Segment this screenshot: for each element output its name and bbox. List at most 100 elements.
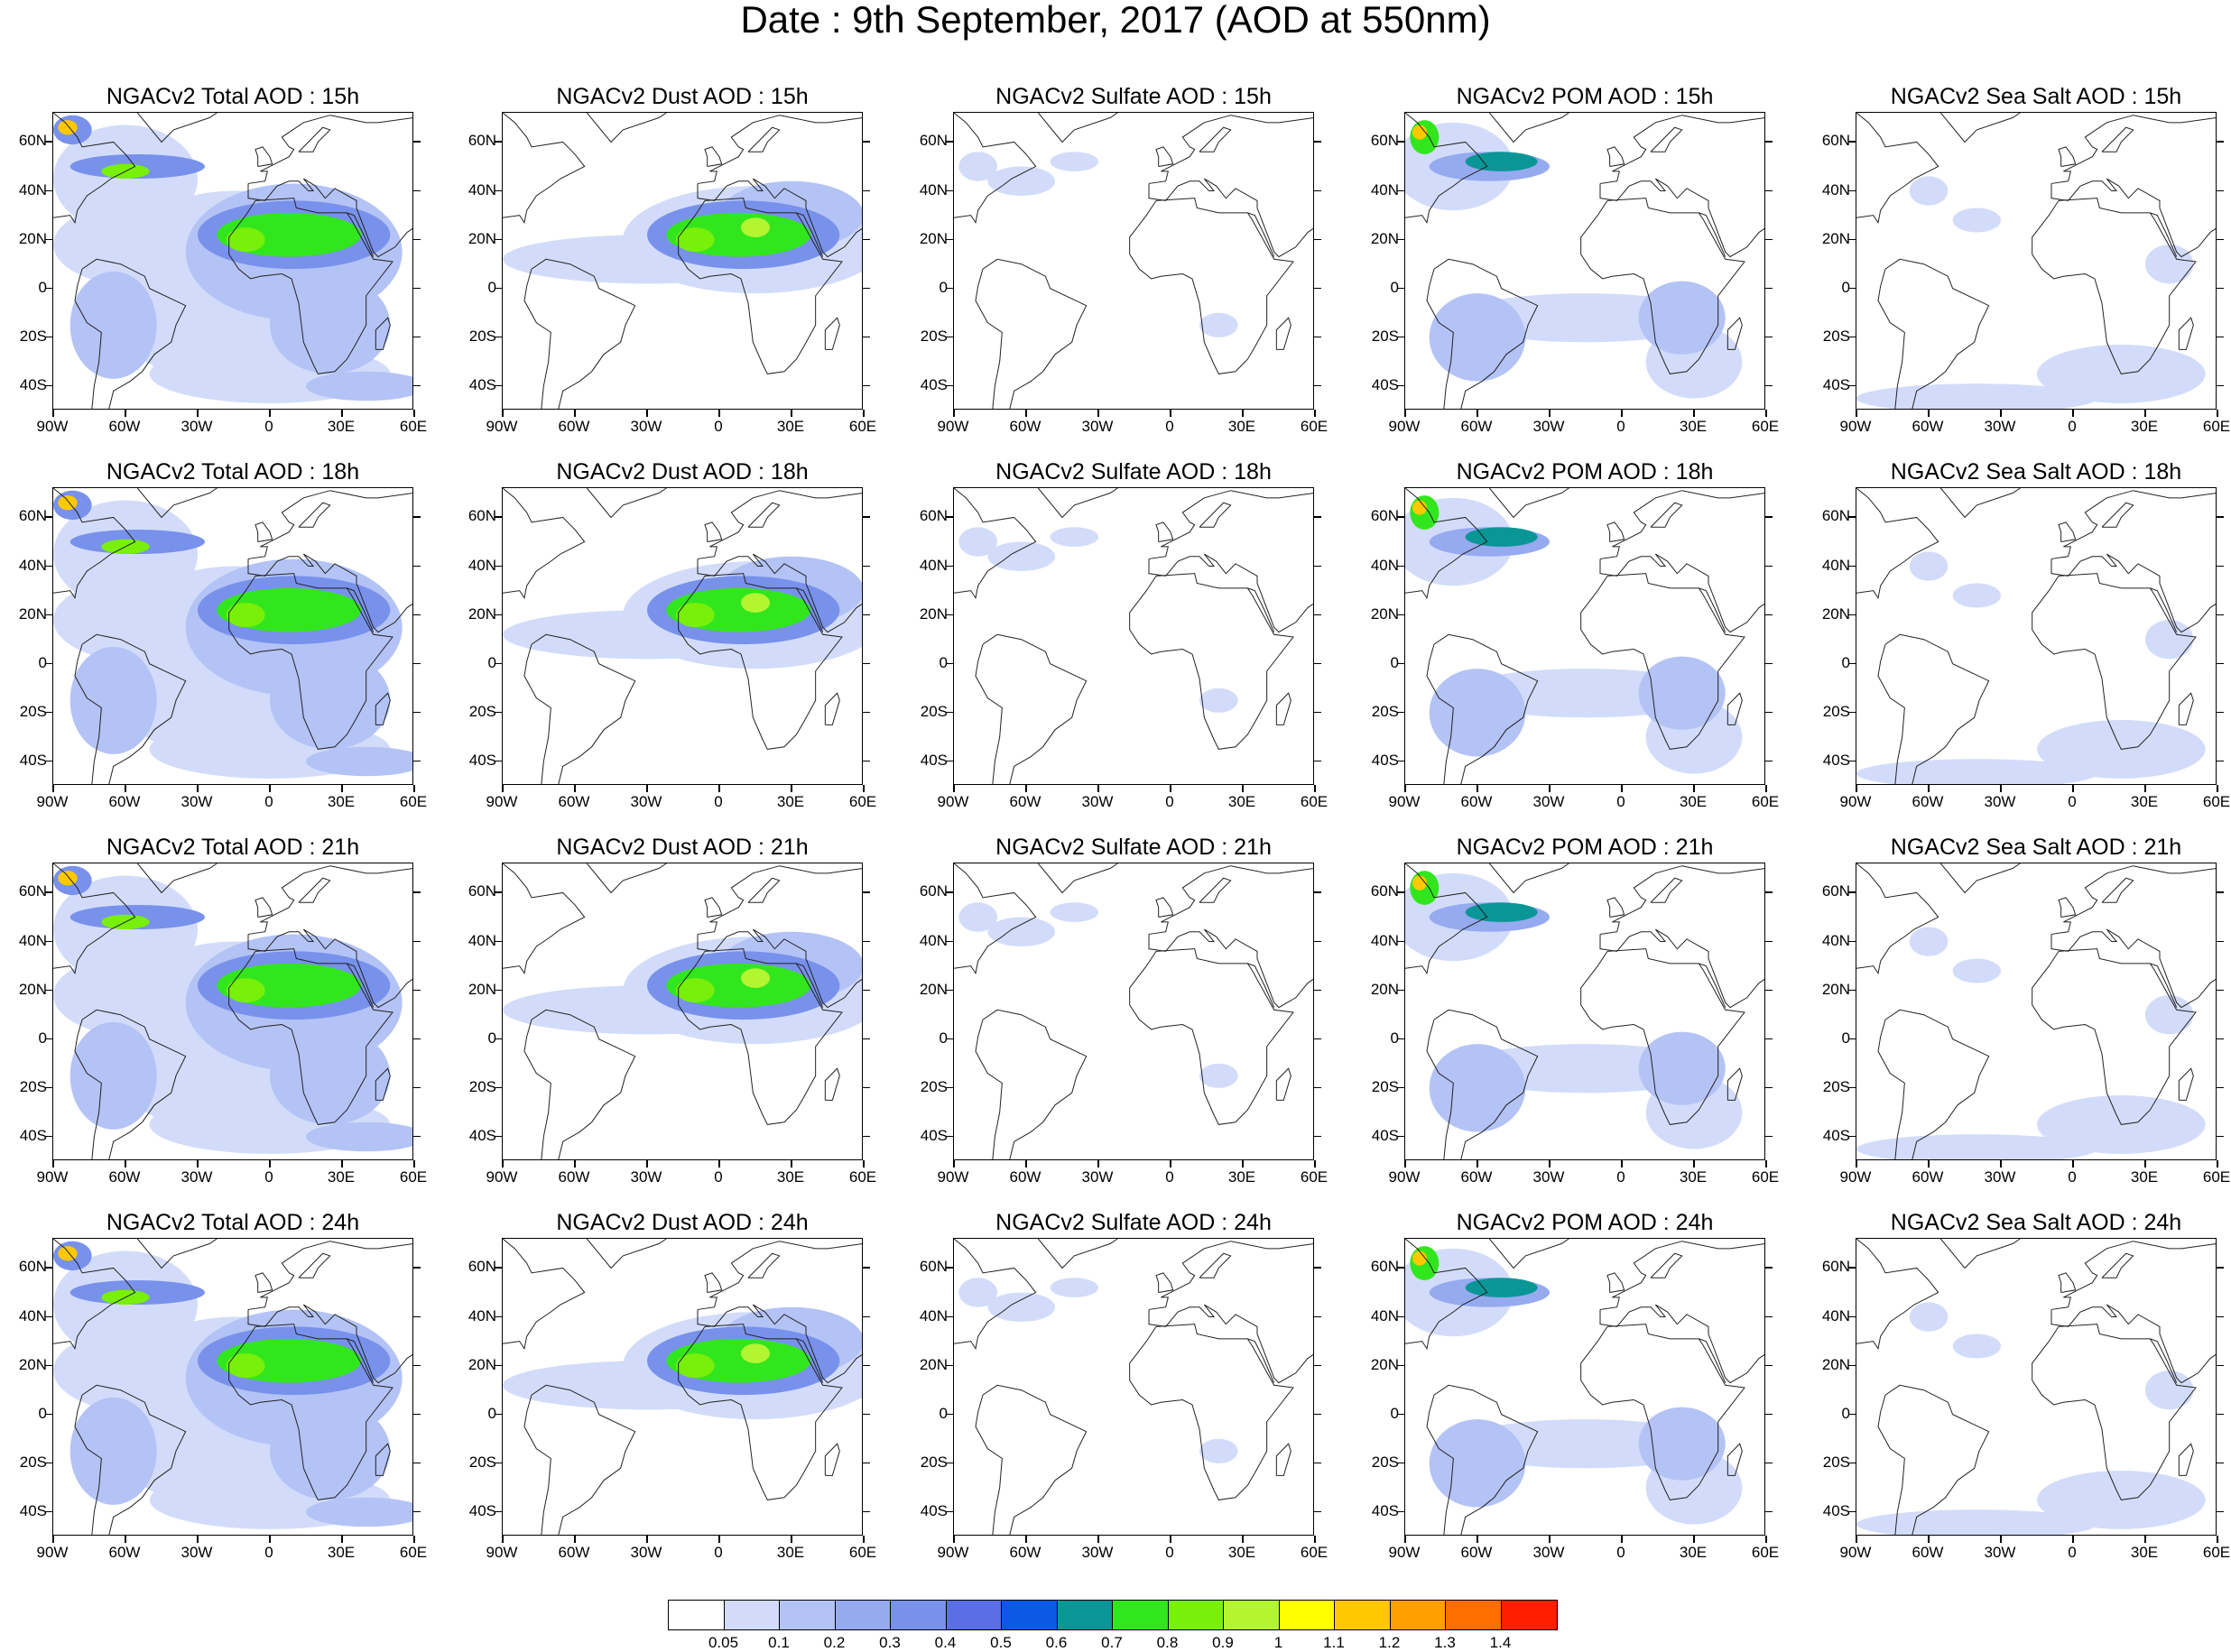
lat-label: 20N [1370, 1355, 1399, 1373]
coastline [796, 963, 824, 1008]
coastline [2058, 897, 2077, 918]
coastline [503, 488, 586, 600]
colorbar-label: 0.2 [823, 1634, 846, 1651]
lon-tick [2217, 410, 2218, 417]
coastline [1129, 198, 1294, 374]
lat-label: 20S [1371, 327, 1399, 345]
lon-tick [2072, 785, 2074, 792]
lon-tick [718, 1536, 720, 1543]
map-panel-dust-3: NGACv2 Dust AOD : 24h 60N 40N 20N 0 20S 40S 90W… [468, 1207, 876, 1561]
panel-title: NGACv2 Sea Salt AOD : 18h [1890, 459, 2182, 485]
lat-tick [863, 141, 870, 143]
lon-label: 0 [1616, 1544, 1625, 1561]
lon-tick [2217, 1160, 2218, 1167]
lat-label: 20N [1370, 980, 1399, 998]
aod-region [1199, 688, 1238, 713]
coastline [704, 897, 723, 918]
lon-tick [125, 1536, 126, 1543]
lat-tick [45, 1135, 52, 1138]
lat-tick [863, 287, 870, 290]
lat-label: 60N [467, 1258, 496, 1276]
coastline [74, 633, 187, 784]
lat-tick [45, 711, 52, 714]
lat-label: 40N [1370, 931, 1399, 949]
lat-tick [1397, 189, 1404, 192]
lon-label: 60E [399, 1168, 428, 1186]
lon-tick [791, 1536, 792, 1543]
aod-region [1429, 293, 1526, 382]
lon-label: 0 [264, 1544, 273, 1561]
lat-label: 40S [1822, 1126, 1850, 1144]
map-panel-pom-0: NGACv2 POM AOD : 15h 60N 40N 20N 0 20S 40S 90W 6… [1371, 81, 1779, 435]
lon-label: 0 [264, 1168, 273, 1186]
lon-label: 30E [327, 793, 356, 810]
lat-tick [413, 141, 421, 143]
aod-region [741, 1343, 770, 1363]
lat-tick [946, 1364, 953, 1367]
aod-field [954, 1239, 1313, 1535]
coastline [1599, 553, 1764, 633]
lat-label: 20N [919, 229, 948, 247]
panel-title: NGACv2 Sea Salt AOD : 21h [1890, 835, 2182, 860]
lat-tick [2217, 141, 2224, 143]
lon-label: 60E [848, 1168, 877, 1186]
lon-tick [197, 1536, 199, 1543]
lon-tick [1621, 410, 1623, 417]
coastline [228, 198, 393, 374]
lon-tick [2072, 410, 2074, 417]
lat-tick [495, 1086, 502, 1089]
map-panel-seasalt-1: NGACv2 Sea Salt AOD : 18h 60N 40N 20N 0 20S 40… [1822, 457, 2230, 810]
coastline [1856, 863, 1939, 975]
aod-region [958, 1278, 997, 1307]
lat-tick [1848, 1510, 1856, 1513]
lon-label: 30W [630, 1168, 662, 1186]
lat-tick [1314, 336, 1321, 338]
lat-tick [495, 662, 502, 665]
lat-label: 20S [1822, 1077, 1850, 1095]
lat-label: 40N [1821, 556, 1850, 574]
lon-tick [2000, 1160, 2002, 1167]
lon-tick [1693, 410, 1695, 417]
coastline [2150, 212, 2178, 257]
coastline [824, 692, 840, 725]
aod-region [987, 166, 1055, 196]
lat-label: 40N [919, 556, 948, 574]
lat-tick [1765, 711, 1773, 714]
coastline [228, 948, 393, 1125]
lon-label: 30W [1081, 1544, 1114, 1561]
colorbar-swatch [891, 1601, 947, 1629]
lat-tick [1397, 1038, 1404, 1040]
lat-label: 60N [919, 507, 948, 525]
lat-tick [1765, 940, 1773, 943]
lon-tick [1477, 785, 1478, 792]
lat-tick [1848, 1267, 1856, 1269]
lon-tick [1404, 785, 1406, 792]
coastline [2178, 1067, 2194, 1101]
lat-tick [495, 1135, 502, 1138]
coastline [2058, 146, 2077, 168]
aod-region [1952, 958, 2001, 983]
coastline [975, 633, 1088, 784]
lat-label: 0 [487, 1404, 496, 1422]
aod-region [1465, 902, 1538, 922]
aod-field [53, 863, 412, 1159]
lat-label: 60N [1370, 507, 1399, 525]
lon-tick [1025, 785, 1027, 792]
map-panel-dust-1: NGACv2 Dust AOD : 18h 60N 40N 20N 0 20S 40S 90W… [468, 457, 876, 810]
aod-region [676, 603, 715, 628]
lat-label: 40N [919, 1306, 948, 1324]
lon-label: 30E [1227, 1168, 1256, 1186]
lon-tick [1549, 1536, 1551, 1543]
coastline [1599, 1241, 1764, 1310]
lat-tick [863, 1038, 870, 1040]
lat-tick [946, 891, 953, 893]
map-panel-seasalt-0: NGACv2 Sea Salt AOD : 15h 60N 40N 20N 0 20S 40… [1822, 81, 2230, 435]
lat-tick [2217, 1413, 2224, 1416]
lat-tick [495, 891, 502, 893]
coastline [298, 877, 331, 903]
lat-label: 20S [1371, 702, 1399, 720]
lat-tick [2217, 940, 2224, 943]
panel-title: NGACv2 Sulfate AOD : 24h [995, 1210, 1272, 1235]
aod-region [58, 1246, 78, 1261]
coastline [347, 587, 375, 632]
